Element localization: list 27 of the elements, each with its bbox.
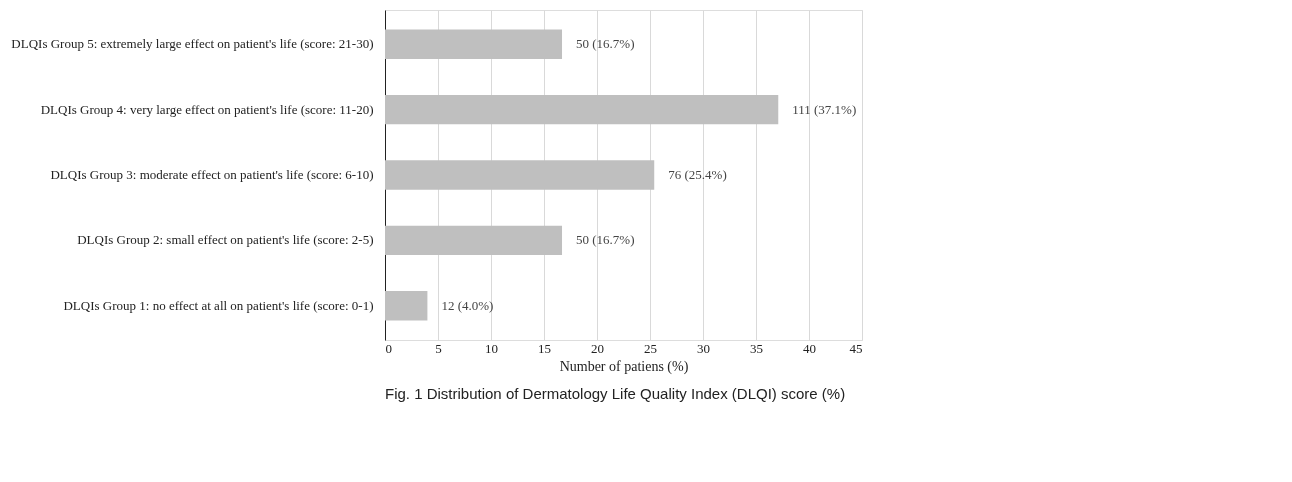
y-tick-label: DLQIs Group 3: moderate effect on patient's life (score: 6-10) (50, 167, 374, 182)
data-label: 76 (25.4%) (668, 167, 727, 182)
y-tick-label: DLQIs Group 2: small effect on patient's life (score: 2-5) (77, 232, 374, 248)
x-tick-label: 30 (697, 340, 710, 356)
y-tick-label: DLQIs Group 1: no effect at all on patient's life (score: 0-1) (63, 297, 374, 313)
x-tick-label: 40 (803, 340, 816, 356)
x-axis-title: Number of patiens (%) (559, 358, 689, 375)
y-tick-label: DLQIs Group 5: extremely large effect on patient's life (score: 21-30) (11, 36, 374, 52)
data-label: 50 (16.7%) (576, 232, 635, 248)
data-label: 111 (37.1%) (792, 101, 857, 117)
x-tick-label: 15 (538, 340, 551, 356)
x-tick-label: 45 (849, 340, 863, 356)
x-tick-label: 5 (435, 340, 442, 356)
x-tick-label: 10 (485, 340, 498, 356)
x-tick-label: 25 (644, 340, 657, 356)
bar (385, 29, 563, 60)
caption: Fig. 1 Distribution of Dermatology Life Quality Index (DLQI) score (%) (385, 385, 846, 402)
bar (385, 160, 655, 190)
data-label: 50 (16.7%) (576, 36, 635, 52)
bar (385, 225, 563, 256)
y-tick-label: DLQIs Group 4: very large effect on patient's life (score: 11-20) (40, 101, 374, 117)
x-tick-label: 0 (385, 340, 392, 356)
bar (385, 94, 779, 125)
bar (385, 290, 428, 321)
x-tick-label: 20 (591, 340, 604, 356)
data-label: 12 (4.0%) (441, 297, 494, 313)
x-tick-label: 35 (750, 340, 763, 356)
